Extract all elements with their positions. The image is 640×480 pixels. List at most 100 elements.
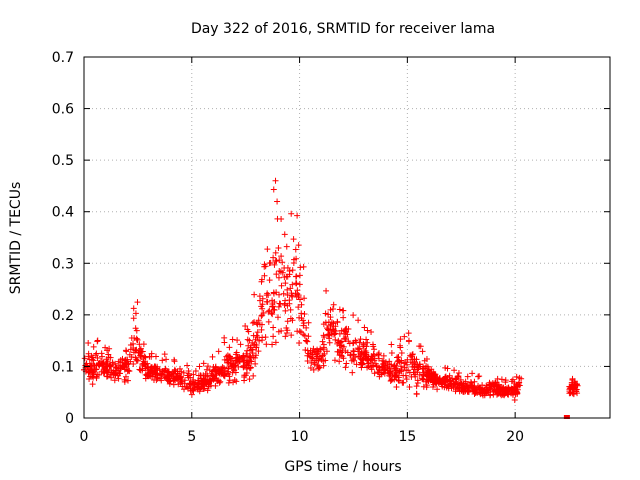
- data-point: [82, 364, 89, 371]
- data-point: [220, 365, 227, 372]
- data-point: [476, 373, 483, 380]
- data-point: [196, 388, 203, 395]
- data-point: [425, 367, 432, 374]
- data-point: [163, 356, 170, 363]
- data-point: [309, 349, 316, 356]
- data-point: [284, 264, 291, 271]
- data-point: [368, 359, 375, 366]
- data-point: [200, 385, 207, 392]
- data-point: [130, 305, 137, 312]
- data-point: [387, 377, 394, 384]
- data-point: [263, 341, 270, 348]
- data-point: [318, 356, 325, 363]
- data-point: [364, 327, 371, 334]
- data-point: [161, 373, 168, 380]
- data-point: [320, 352, 327, 359]
- data-point: [320, 332, 327, 339]
- data-point: [232, 369, 239, 376]
- data-point: [93, 366, 100, 373]
- data-point: [395, 377, 402, 384]
- data-point: [296, 340, 303, 347]
- data-point: [381, 370, 388, 377]
- data-point: [104, 358, 111, 365]
- data-point: [371, 357, 378, 364]
- data-point: [145, 367, 152, 374]
- data-point: [153, 377, 160, 384]
- data-point: [157, 375, 164, 382]
- data-point: [401, 364, 408, 371]
- data-point: [151, 368, 158, 375]
- data-point: [499, 391, 506, 398]
- data-point: [135, 349, 142, 356]
- data-point: [571, 386, 578, 393]
- data-point: [512, 387, 519, 394]
- data-point: [89, 354, 96, 361]
- data-point: [388, 341, 395, 348]
- data-point: [258, 321, 265, 328]
- data-point: [566, 388, 573, 395]
- data-point: [132, 347, 139, 354]
- data-point: [264, 246, 271, 253]
- data-point: [393, 372, 400, 379]
- data-point: [272, 258, 279, 265]
- data-point: [505, 384, 512, 391]
- data-point: [494, 382, 501, 389]
- data-point: [185, 367, 192, 374]
- data-point: [323, 287, 330, 294]
- data-point: [294, 287, 301, 294]
- data-point: [278, 253, 285, 260]
- data-point: [204, 387, 211, 394]
- data-point: [100, 370, 107, 377]
- data-point: [289, 317, 296, 324]
- data-point: [409, 351, 416, 358]
- data-point: [110, 371, 117, 378]
- y-tick-label: 0.6: [52, 102, 74, 118]
- data-point: [331, 357, 338, 364]
- data-point: [313, 351, 320, 358]
- data-point: [379, 357, 386, 364]
- data-point: [202, 370, 209, 377]
- data-point: [159, 357, 166, 364]
- data-point: [315, 355, 322, 362]
- data-point: [270, 186, 277, 193]
- data-point: [350, 339, 357, 346]
- data-point: [200, 380, 207, 387]
- data-point: [177, 373, 184, 380]
- data-point: [117, 357, 124, 364]
- data-point: [293, 294, 300, 301]
- data-point: [336, 306, 343, 313]
- data-point: [215, 348, 222, 355]
- data-point: [339, 307, 346, 314]
- data-point: [360, 355, 367, 362]
- data-point: [455, 369, 462, 376]
- data-point: [336, 358, 343, 365]
- data-point: [368, 329, 375, 336]
- data-point: [114, 365, 121, 372]
- data-point: [246, 365, 253, 372]
- data-point: [394, 358, 401, 365]
- y-tick-label: 0.1: [52, 359, 74, 375]
- data-point: [99, 353, 106, 360]
- data-point: [171, 358, 178, 365]
- data-point: [310, 345, 317, 352]
- data-point: [272, 339, 279, 346]
- data-point: [83, 360, 90, 367]
- data-point: [474, 389, 481, 396]
- data-point: [382, 359, 389, 366]
- data-point: [334, 319, 341, 326]
- data-point: [447, 377, 454, 384]
- data-point: [444, 382, 451, 389]
- data-point: [398, 349, 405, 356]
- x-tick-label: 20: [506, 429, 524, 445]
- data-point: [136, 366, 143, 373]
- data-point: [328, 319, 335, 326]
- data-point: [337, 352, 344, 359]
- x-tick-label: 0: [80, 429, 89, 445]
- data-point: [355, 353, 362, 360]
- data-point: [286, 267, 293, 274]
- data-point: [429, 377, 436, 384]
- data-point: [395, 357, 402, 364]
- data-point: [279, 259, 286, 266]
- data-point: [263, 298, 270, 305]
- data-point: [234, 359, 241, 366]
